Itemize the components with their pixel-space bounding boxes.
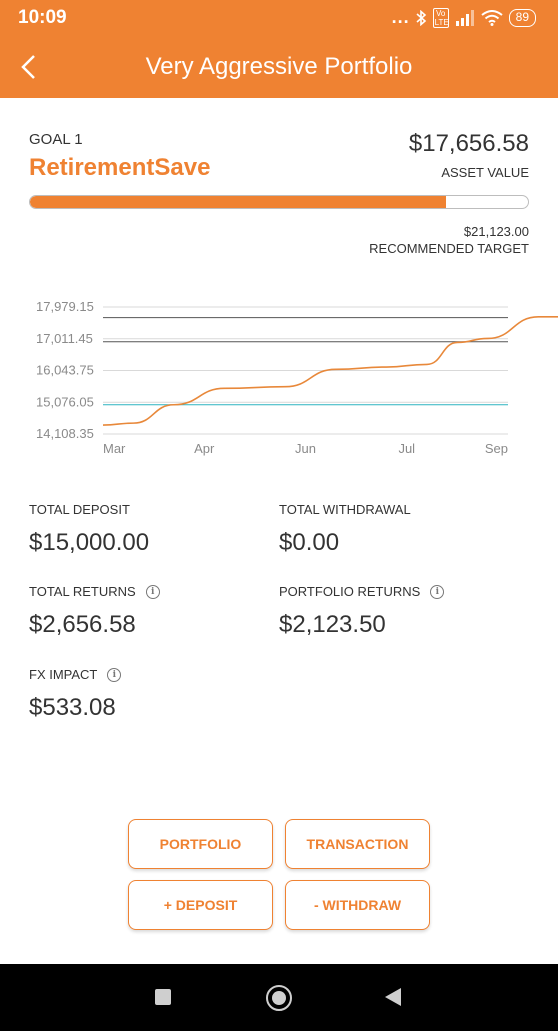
- asset-value-label: ASSET VALUE: [441, 165, 529, 180]
- portfolio-returns-value: $2,123.50: [279, 611, 386, 638]
- info-icon[interactable]: i: [107, 667, 122, 682]
- system-nav-bar: [0, 964, 558, 1031]
- y-tick-label: 15,076.05: [36, 394, 94, 409]
- fx-impact-value: $533.08: [29, 694, 116, 721]
- info-icon[interactable]: i: [430, 584, 445, 599]
- status-bar: 10:09 ... Vo LTE 89: [0, 0, 558, 36]
- portfolio-value-line: [102, 316, 558, 426]
- y-tick-label: 17,011.45: [36, 331, 93, 346]
- fx-impact-label: FX IMPACT: [29, 667, 98, 682]
- battery-indicator: 89: [508, 8, 536, 27]
- y-tick-label: 16,043.75: [36, 363, 94, 378]
- goal-name: RetirementSave: [29, 154, 211, 181]
- recommended-target-value: $21,123.00: [463, 224, 529, 239]
- signal-icon: [455, 9, 474, 26]
- portfolio-returns-stat: PORTFOLIO RETURNS i $2,123.50: [279, 584, 445, 639]
- total-withdrawal-value: $0.00: [279, 529, 340, 556]
- deposit-button[interactable]: + DEPOSIT: [128, 880, 273, 930]
- square-icon[interactable]: [155, 989, 171, 1005]
- back-button[interactable]: [14, 52, 42, 82]
- total-deposit-stat: TOTAL DEPOSIT $15,000.00: [29, 502, 149, 557]
- goal-progress-bar: [29, 195, 529, 209]
- total-deposit-value: $15,000.00: [29, 529, 150, 556]
- total-returns-stat: TOTAL RETURNS i $2,656.58: [29, 584, 160, 639]
- wifi-icon: [481, 9, 503, 26]
- fx-impact-label-row: FX IMPACT i: [29, 667, 122, 682]
- portfolio-value-chart: 17,979.15 17,011.45 16,043.75 15,076.05 14,1…: [36, 299, 558, 456]
- circle-home-icon[interactable]: [266, 985, 292, 1011]
- total-withdrawal-label: TOTAL WITHDRAWAL: [279, 502, 411, 517]
- bluetooth-icon: [416, 9, 426, 26]
- y-tick-label: 14,108.35: [36, 426, 94, 441]
- transaction-button[interactable]: TRANSACTION: [285, 819, 430, 869]
- asset-value: $17,656.58: [408, 130, 529, 157]
- total-withdrawal-stat: TOTAL WITHDRAWAL $0.00: [279, 502, 411, 557]
- recommended-target-label: RECOMMENDED TARGET: [369, 241, 529, 256]
- x-tick-label: Sep: [485, 441, 508, 456]
- x-tick-label: Mar: [103, 441, 126, 456]
- x-tick-label: Apr: [194, 441, 215, 456]
- chevron-left-icon: [21, 55, 35, 79]
- x-tick-label: Jun: [295, 441, 316, 456]
- portfolio-button[interactable]: PORTFOLIO: [128, 819, 273, 869]
- total-deposit-label: TOTAL DEPOSIT: [29, 502, 130, 517]
- total-returns-label-row: TOTAL RETURNS i: [29, 584, 160, 599]
- app-bar: Very Aggressive Portfolio: [0, 36, 558, 98]
- total-returns-label: TOTAL RETURNS: [29, 584, 136, 599]
- portfolio-returns-label-row: PORTFOLIO RETURNS i: [279, 584, 445, 599]
- status-icons: ... Vo LTE 89: [392, 7, 536, 28]
- y-tick-label: 17,979.15: [36, 299, 94, 314]
- fx-impact-stat: FX IMPACT i $533.08: [29, 667, 122, 722]
- total-returns-value: $2,656.58: [29, 611, 136, 638]
- status-time: 10:09: [18, 7, 67, 28]
- more-notifications-icon: ...: [391, 7, 410, 27]
- info-icon[interactable]: i: [145, 584, 160, 599]
- triangle-back-icon[interactable]: [385, 988, 401, 1006]
- page-title: Very Aggressive Portfolio: [145, 53, 413, 80]
- x-tick-label: Jul: [398, 441, 415, 456]
- portfolio-returns-label: PORTFOLIO RETURNS: [279, 584, 421, 599]
- volte-badge: Vo LTE: [432, 7, 449, 28]
- goal-progress-fill: [30, 196, 447, 208]
- withdraw-button[interactable]: - WITHDRAW: [285, 880, 430, 930]
- goal-label: GOAL 1: [29, 131, 83, 148]
